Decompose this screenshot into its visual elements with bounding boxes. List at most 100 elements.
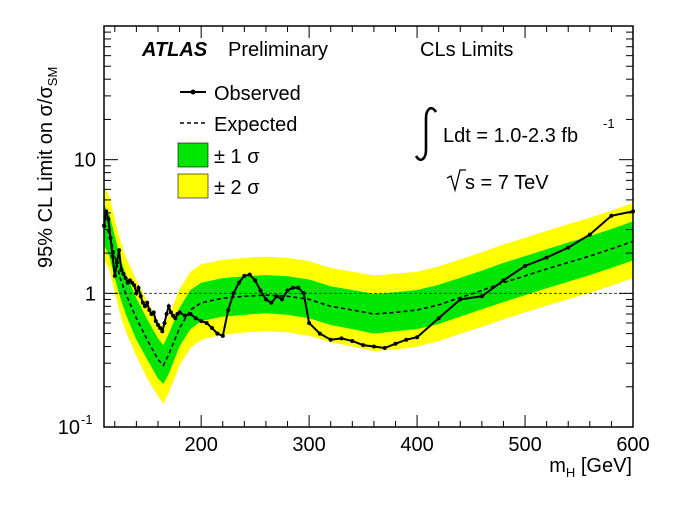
observed-point <box>371 344 376 349</box>
axis-ticks <box>104 26 634 428</box>
observed-point <box>119 267 124 272</box>
observed-point <box>136 285 141 290</box>
plot-frame <box>103 25 634 428</box>
observed-point <box>134 291 139 296</box>
observed-point <box>328 337 333 342</box>
observed-point <box>609 213 614 218</box>
y-tick-label: 1 <box>85 283 96 305</box>
observed-point <box>106 217 111 221</box>
observed-point <box>258 288 263 293</box>
x-axis-title: mH [GeV] <box>549 455 632 480</box>
observed-point <box>193 316 198 321</box>
observed-point <box>479 294 484 299</box>
observed-point <box>162 321 167 325</box>
observed-point <box>544 255 549 260</box>
legend-band1-swatch <box>177 142 209 168</box>
legend-band2-label: ± 2 σ <box>214 177 260 199</box>
observed-point <box>151 310 156 315</box>
observed-point <box>317 331 322 336</box>
observed-point <box>132 283 137 288</box>
observed-point <box>145 300 150 305</box>
observed-point <box>242 273 247 278</box>
observed-point <box>215 331 220 336</box>
observed-point <box>160 329 165 334</box>
x-tick-label: 500 <box>508 434 541 456</box>
observed-point <box>110 254 115 259</box>
observed-point <box>143 304 147 309</box>
observed-point <box>183 313 187 318</box>
observed-point <box>210 326 214 330</box>
observed-point <box>177 310 182 315</box>
observed-point <box>236 280 241 285</box>
observed-point <box>140 300 145 305</box>
observed-point <box>199 319 204 324</box>
lumi-exponent: -1 <box>603 116 615 131</box>
y-tick-label: 10 <box>74 150 96 172</box>
observed-point <box>269 300 274 305</box>
x-tick-label: 300 <box>292 434 325 456</box>
y-tick-exponent: -1 <box>81 412 93 427</box>
observed-point <box>263 297 268 302</box>
y-tick-label: 10 <box>58 417 80 439</box>
observed-point <box>393 341 398 346</box>
observed-point <box>253 278 258 283</box>
lumi-annotation: Ldt = 1.0-2.3 fb -1 s = 7 TeV <box>414 106 615 194</box>
band-1-sigma <box>104 204 633 384</box>
observed-point <box>204 321 209 325</box>
observed-point <box>115 260 119 265</box>
observed-point <box>290 285 295 290</box>
integral-symbol <box>414 106 438 162</box>
observed-point <box>164 312 169 316</box>
observed-point <box>168 310 173 315</box>
observed-point <box>523 264 527 268</box>
chart-title: CLs Limits <box>420 39 513 61</box>
observed-point <box>153 319 158 324</box>
observed-point <box>458 297 463 302</box>
x-tick-label: 400 <box>400 434 433 456</box>
expected-line <box>103 223 634 367</box>
observed-point <box>156 323 160 327</box>
observed-point <box>138 294 143 299</box>
observed-point <box>404 337 409 342</box>
observed-point <box>121 271 126 276</box>
observed-point <box>339 336 344 341</box>
observed-point <box>415 335 420 340</box>
observed-point <box>501 278 506 283</box>
lumi-text: Ldt = 1.0-2.3 fb <box>443 125 578 147</box>
x-tick-label: 200 <box>184 434 217 456</box>
observed-point <box>566 245 571 250</box>
observed-point <box>158 326 163 330</box>
x-tick-label: 600 <box>616 434 649 456</box>
observed-markers <box>102 209 635 350</box>
legend-expected-label: Expected <box>214 114 297 136</box>
observed-point <box>280 297 285 302</box>
observed-point <box>247 272 252 277</box>
observed-point <box>436 316 441 321</box>
experiment-label: ATLAS <box>141 39 208 61</box>
observed-point <box>112 273 117 278</box>
observed-point <box>587 232 592 237</box>
sqrt-symbol <box>446 169 466 193</box>
observed-point <box>296 285 301 290</box>
energy-text: s = 7 TeV <box>465 172 549 194</box>
observed-point <box>108 235 113 240</box>
observed-point <box>301 291 306 296</box>
legend: Observed Expected ± 1 σ ± 2 σ <box>177 83 301 199</box>
observed-point <box>188 312 193 316</box>
observed-point <box>147 308 152 312</box>
observed-point <box>166 304 171 309</box>
bands-layer <box>104 186 633 404</box>
observed-point <box>117 248 122 253</box>
observed-point <box>123 276 128 281</box>
observed-point <box>226 308 231 312</box>
observed-point <box>231 291 236 296</box>
observed-point <box>220 333 225 338</box>
observed-point <box>350 339 355 343</box>
observed-point <box>361 343 366 348</box>
legend-band1-label: ± 1 σ <box>214 146 260 168</box>
observed-point <box>382 346 387 350</box>
observed-point <box>285 288 290 293</box>
observed-point <box>274 294 279 299</box>
